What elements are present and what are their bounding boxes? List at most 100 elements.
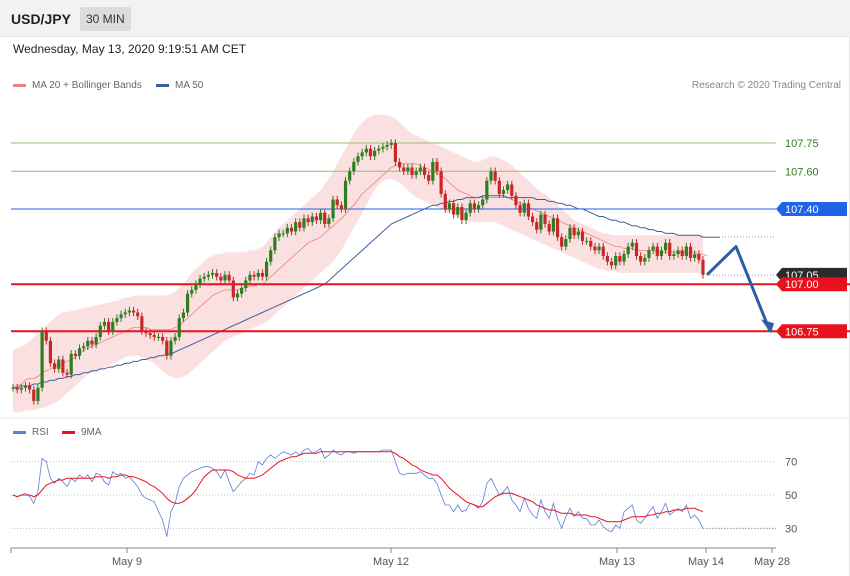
candle bbox=[693, 254, 697, 258]
candle bbox=[298, 222, 302, 228]
candle bbox=[65, 372, 69, 375]
candle bbox=[518, 205, 522, 213]
candle bbox=[630, 242, 634, 247]
candle bbox=[173, 336, 177, 341]
candle bbox=[443, 193, 447, 209]
candle bbox=[206, 274, 210, 277]
candle bbox=[156, 336, 161, 338]
candle bbox=[339, 205, 343, 209]
rsi-tick-label: 30 bbox=[785, 523, 797, 535]
candle bbox=[86, 340, 90, 347]
candle bbox=[264, 261, 269, 277]
rsi-tick-label: 50 bbox=[785, 490, 797, 502]
candle bbox=[323, 212, 327, 224]
candle bbox=[69, 353, 73, 375]
candle bbox=[605, 256, 609, 262]
candle bbox=[418, 167, 422, 172]
candle bbox=[639, 256, 643, 262]
candle bbox=[77, 348, 82, 356]
candle bbox=[102, 321, 107, 326]
candle bbox=[593, 246, 597, 251]
candle bbox=[181, 312, 186, 319]
title-bar: USD/JPY 30 MIN bbox=[0, 0, 850, 37]
candle bbox=[435, 161, 439, 172]
rsi-legend-label: RSI bbox=[32, 427, 49, 438]
candle bbox=[472, 203, 476, 209]
candle bbox=[343, 180, 348, 209]
legend-rsi: RSI bbox=[13, 427, 49, 438]
ma9-legend-label: 9MA bbox=[81, 427, 102, 438]
candle bbox=[48, 340, 53, 364]
candle bbox=[90, 340, 94, 345]
candle bbox=[352, 161, 356, 172]
candle bbox=[294, 222, 298, 232]
candle bbox=[73, 353, 77, 356]
candle bbox=[277, 233, 281, 238]
level-4-tag bbox=[776, 324, 847, 339]
level-3-label: 107.00 bbox=[785, 279, 819, 291]
candle bbox=[231, 280, 235, 298]
candle bbox=[364, 148, 368, 153]
candle bbox=[389, 143, 393, 145]
candle bbox=[456, 207, 460, 215]
candle bbox=[198, 278, 202, 285]
candle bbox=[57, 359, 61, 369]
ma9-swatch-icon bbox=[62, 431, 75, 434]
candle bbox=[98, 325, 102, 337]
candle bbox=[190, 289, 194, 294]
candle bbox=[501, 190, 506, 194]
candle bbox=[123, 312, 127, 315]
candle bbox=[348, 171, 352, 181]
candle bbox=[651, 246, 655, 251]
candle bbox=[539, 214, 543, 230]
timeframe-badge[interactable]: 30 MIN bbox=[80, 7, 131, 31]
candle bbox=[240, 288, 244, 294]
candle bbox=[460, 207, 464, 221]
candle bbox=[385, 144, 389, 147]
candle bbox=[560, 237, 564, 247]
candle bbox=[381, 146, 385, 149]
candle bbox=[697, 254, 701, 260]
candle bbox=[643, 257, 647, 262]
candle bbox=[373, 150, 377, 157]
candle bbox=[572, 227, 576, 236]
candle bbox=[476, 205, 481, 209]
candle bbox=[564, 239, 568, 247]
candle bbox=[302, 218, 306, 228]
candle bbox=[668, 242, 672, 256]
candle bbox=[439, 171, 443, 194]
candle bbox=[468, 203, 472, 213]
candle bbox=[19, 387, 23, 390]
candle bbox=[493, 171, 497, 181]
candle bbox=[127, 310, 131, 313]
candle bbox=[414, 171, 418, 176]
candle bbox=[431, 161, 435, 181]
symbol-label: USD/JPY bbox=[11, 11, 71, 27]
candle bbox=[377, 148, 381, 151]
candle bbox=[510, 184, 514, 196]
candle bbox=[655, 246, 659, 256]
candle bbox=[36, 387, 40, 401]
candle bbox=[622, 254, 626, 262]
candle bbox=[252, 274, 256, 277]
candle bbox=[11, 387, 15, 389]
candle bbox=[194, 284, 198, 290]
candle bbox=[140, 316, 144, 332]
candle bbox=[215, 272, 219, 277]
projection-arrowhead-icon bbox=[761, 319, 774, 334]
candle bbox=[40, 331, 44, 388]
candle bbox=[260, 272, 264, 277]
candle bbox=[684, 246, 688, 256]
candle bbox=[526, 203, 531, 217]
ma20-legend-label: MA 20 + Bollinger Bands bbox=[32, 80, 142, 91]
x-tick-label: May 12 bbox=[373, 556, 409, 568]
candle bbox=[356, 156, 360, 162]
candle bbox=[202, 276, 206, 279]
candle bbox=[580, 231, 585, 241]
candle bbox=[306, 218, 310, 223]
candle bbox=[227, 274, 231, 281]
candle bbox=[514, 195, 518, 206]
candle bbox=[659, 250, 664, 256]
candle bbox=[331, 199, 335, 219]
